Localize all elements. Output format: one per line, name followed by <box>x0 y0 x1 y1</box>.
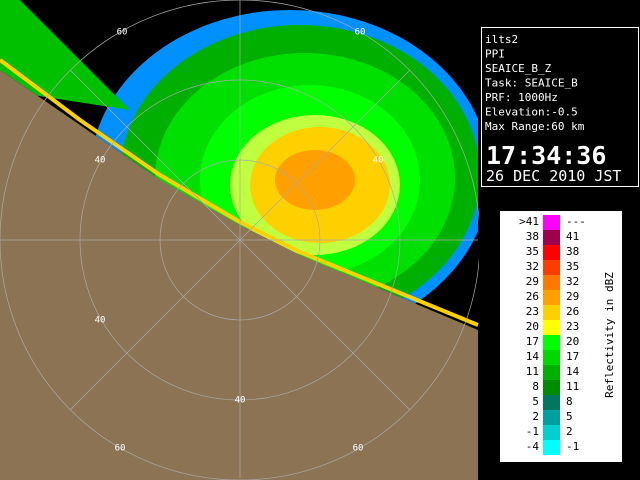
range-label: 40 <box>95 316 106 326</box>
legend-title: Reflectivity in dBZ <box>603 272 616 398</box>
legend-low: 17 <box>526 335 539 348</box>
info-line: PRF: 1000Hz <box>485 91 558 104</box>
info-box <box>481 27 639 187</box>
info-line: PPI <box>485 48 505 61</box>
legend-high: 35 <box>566 260 579 273</box>
legend-low: -1 <box>526 425 539 438</box>
legend-swatch <box>543 365 560 380</box>
range-label: 60 <box>117 28 128 38</box>
legend-low: 20 <box>526 320 539 333</box>
legend-low: -4 <box>526 440 540 453</box>
legend-low: 32 <box>526 260 539 273</box>
info-line: Elevation:-0.5 <box>485 106 578 119</box>
legend-swatch <box>543 380 560 395</box>
legend-high: --- <box>566 215 586 228</box>
legend-low: >41 <box>519 215 539 228</box>
legend-swatch <box>543 410 560 425</box>
legend-high: 2 <box>566 425 573 438</box>
legend-high: 14 <box>566 365 580 378</box>
info-line: SEAICE_B_Z <box>485 62 552 75</box>
legend-high: 32 <box>566 275 579 288</box>
legend-swatch <box>543 320 560 335</box>
legend: >41 --- 38 41 35 38 32 35 29 32 26 29 23 26 20 23 17 20 14… <box>519 215 586 455</box>
range-label: 60 <box>115 444 126 454</box>
legend-high: 20 <box>566 335 579 348</box>
legend-swatch <box>543 215 560 230</box>
legend-swatch <box>543 395 560 410</box>
legend-high: 5 <box>566 410 573 423</box>
legend-high: 38 <box>566 245 579 258</box>
range-labels: 60 60 40 40 40 40 60 60 <box>95 28 384 454</box>
legend-high: 8 <box>566 395 573 408</box>
legend-low: 8 <box>532 380 539 393</box>
land <box>0 70 478 480</box>
date: 26 DEC 2010 JST <box>486 167 621 185</box>
legend-high: 41 <box>566 230 579 243</box>
legend-low: 23 <box>526 305 539 318</box>
time: 17:34:36 <box>486 141 606 170</box>
legend-high: -1 <box>566 440 579 453</box>
range-label: 60 <box>355 28 366 38</box>
legend-low: 2 <box>532 410 539 423</box>
legend-swatch <box>543 305 560 320</box>
legend-low: 5 <box>532 395 539 408</box>
legend-low: 11 <box>526 365 539 378</box>
legend-swatch <box>543 290 560 305</box>
range-label: 40 <box>235 396 246 406</box>
range-label: 40 <box>95 156 106 166</box>
legend-high: 29 <box>566 290 579 303</box>
legend-swatch <box>543 245 560 260</box>
legend-low: 14 <box>526 350 540 363</box>
legend-swatch <box>543 230 560 245</box>
info-line: Task: SEAICE_B <box>485 77 578 90</box>
legend-swatch <box>543 350 560 365</box>
legend-swatch <box>543 275 560 290</box>
legend-low: 35 <box>526 245 539 258</box>
legend-low: 26 <box>526 290 539 303</box>
legend-swatch <box>543 440 560 455</box>
legend-swatch <box>543 335 560 350</box>
range-rings <box>0 0 481 480</box>
legend-low: 38 <box>526 230 539 243</box>
info-line: Max Range:60 km <box>485 120 585 133</box>
legend-high: 11 <box>566 380 579 393</box>
legend-swatch <box>543 260 560 275</box>
legend-box <box>500 211 622 462</box>
legend-high: 17 <box>566 350 579 363</box>
legend-swatch <box>543 425 560 440</box>
legend-low: 29 <box>526 275 539 288</box>
range-label: 60 <box>353 444 364 454</box>
info-line: ilts2 <box>485 33 518 46</box>
coast-echo <box>0 58 479 327</box>
legend-high: 23 <box>566 320 579 333</box>
range-label: 40 <box>373 156 384 166</box>
legend-high: 26 <box>566 305 579 318</box>
